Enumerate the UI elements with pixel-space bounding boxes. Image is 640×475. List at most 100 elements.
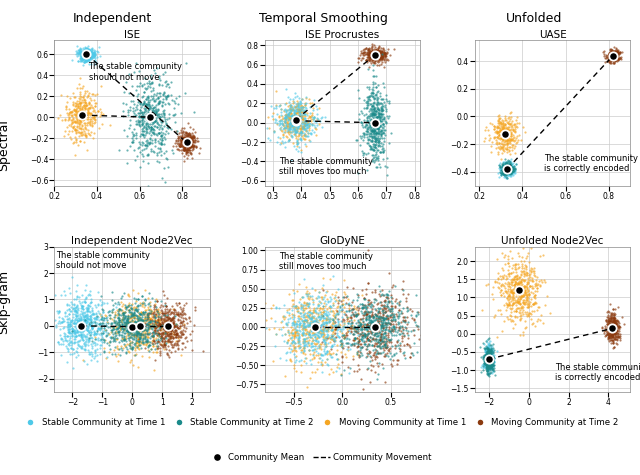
Point <box>482 351 492 359</box>
Point <box>376 104 387 112</box>
Point <box>329 322 339 330</box>
Point <box>483 363 493 371</box>
Point <box>504 166 514 174</box>
Point <box>291 107 301 115</box>
Point <box>161 332 171 340</box>
Point <box>288 121 298 129</box>
Point <box>84 49 94 57</box>
Point <box>500 161 510 168</box>
Point <box>291 121 301 128</box>
Point <box>137 299 147 307</box>
Point <box>504 167 514 175</box>
Point <box>81 102 91 109</box>
Point <box>368 114 378 121</box>
Point <box>164 325 174 332</box>
Point <box>359 337 369 345</box>
Point <box>92 313 102 320</box>
Point <box>367 301 377 309</box>
Point <box>141 102 151 110</box>
Point <box>500 165 511 172</box>
Point <box>609 318 619 326</box>
Point <box>76 122 86 130</box>
Point <box>147 102 157 109</box>
Point <box>484 361 494 369</box>
Point <box>359 310 369 318</box>
Point <box>483 371 493 379</box>
Point <box>394 298 404 306</box>
Point <box>479 363 490 371</box>
Point <box>174 336 184 344</box>
Point <box>84 299 95 307</box>
Point <box>288 301 298 308</box>
Point <box>515 309 525 317</box>
Point <box>314 312 324 320</box>
Point <box>505 121 515 128</box>
Point <box>480 344 490 352</box>
Point <box>75 113 85 120</box>
Point <box>508 135 518 143</box>
Point <box>319 339 330 346</box>
Point <box>609 51 620 58</box>
Point <box>483 351 493 359</box>
Point <box>172 145 182 153</box>
Point <box>310 317 320 325</box>
Point <box>308 324 319 332</box>
Point <box>299 335 309 342</box>
Point <box>83 311 93 318</box>
Point <box>609 327 619 335</box>
Point <box>145 134 156 142</box>
Point <box>609 55 620 63</box>
Point <box>486 364 496 371</box>
Point <box>487 357 497 364</box>
Point <box>486 364 497 371</box>
Point <box>365 49 376 57</box>
Point <box>316 332 326 340</box>
Point <box>481 347 492 355</box>
Point <box>179 322 189 329</box>
Point <box>340 290 350 298</box>
Point <box>504 143 514 151</box>
Point <box>612 317 623 324</box>
Point <box>296 146 307 153</box>
Point <box>482 370 492 378</box>
Point <box>151 109 161 117</box>
Point <box>180 59 191 66</box>
Point <box>506 163 516 171</box>
Point <box>505 311 515 319</box>
Point <box>297 104 307 111</box>
Point <box>396 334 406 342</box>
Point <box>532 273 542 281</box>
Point <box>527 282 538 290</box>
Point <box>612 317 623 325</box>
Point <box>312 321 323 329</box>
Point <box>47 303 57 311</box>
Point <box>388 281 398 288</box>
Point <box>85 315 95 323</box>
Point <box>317 369 327 376</box>
Point <box>296 125 306 133</box>
Point <box>132 325 142 332</box>
Point <box>72 104 82 112</box>
Point <box>138 316 148 323</box>
Point <box>500 167 510 175</box>
Point <box>182 145 193 153</box>
Point <box>180 142 190 149</box>
Point <box>376 313 387 321</box>
Point <box>509 165 520 173</box>
Point <box>304 122 314 130</box>
Point <box>311 347 321 355</box>
Point <box>380 117 390 124</box>
Point <box>603 314 613 321</box>
Point <box>149 311 159 318</box>
Point <box>57 116 67 124</box>
Point <box>80 321 90 329</box>
Point <box>337 353 348 361</box>
Point <box>81 99 92 106</box>
Point <box>499 170 509 177</box>
Point <box>371 306 381 314</box>
Point <box>349 334 360 342</box>
Point <box>482 355 492 362</box>
Point <box>508 288 518 296</box>
Point <box>511 123 521 130</box>
Point <box>283 336 293 344</box>
